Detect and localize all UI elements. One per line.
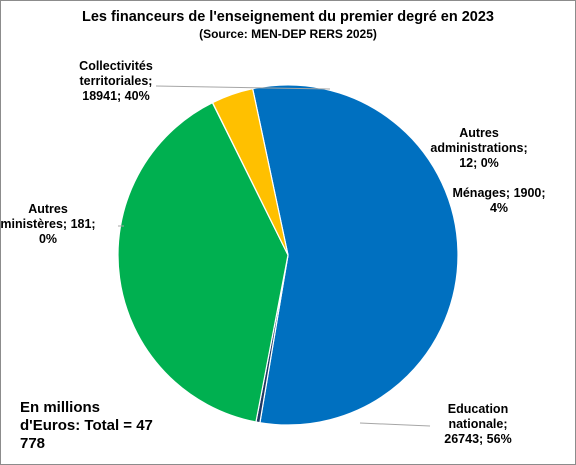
slice-education-nationale — [251, 84, 459, 426]
chart-title: Les financeurs de l'enseignement du prem… — [81, 9, 494, 25]
data-label-menages: Ménages; 1900; 4% — [452, 186, 545, 215]
data-label-collectivites-territoriales: Collectivités territoriales; 18941; 40% — [79, 59, 153, 103]
data-label-education-nationale: Education nationale; 26743; 56% — [444, 402, 511, 446]
slice-menages — [211, 87, 289, 256]
leader-line-collectivites-territoriales — [155, 85, 331, 90]
leader-line-education-nationale — [359, 422, 431, 427]
slice-collectivites-territoriales — [117, 101, 289, 423]
data-label-autres-ministeres: Autres ministères; 181; 0% — [0, 202, 95, 246]
total-note: En millions d'Euros: Total = 47 778 — [20, 399, 153, 452]
chart-subtitle: (Source: MEN-DEP RERS 2025) — [199, 27, 377, 41]
data-label-autres-administrations: Autres administrations; 12; 0% — [430, 126, 527, 170]
